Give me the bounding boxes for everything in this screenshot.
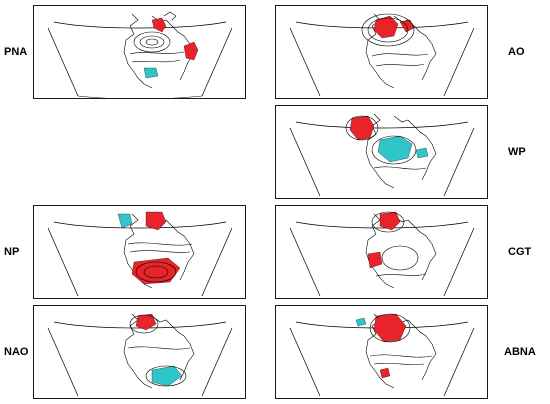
- nao-map: [47, 313, 233, 397]
- map-outline: [47, 221, 233, 297]
- map-outline: [289, 221, 475, 297]
- map-panel-cgt: [275, 205, 488, 299]
- positive-anomaly: [367, 211, 401, 269]
- negative-anomaly: [377, 135, 429, 163]
- map-outline: [289, 121, 475, 197]
- contours: [369, 313, 433, 365]
- contours: [127, 242, 193, 283]
- panel-label-wp: WP: [508, 146, 526, 158]
- panel-label-abna: ABNA: [504, 346, 536, 358]
- negative-anomaly: [355, 317, 367, 327]
- coastline: [365, 113, 437, 189]
- map-panel-pna: [33, 5, 246, 99]
- panel-label-np: NP: [4, 246, 20, 258]
- map-panel-wp: [275, 105, 488, 199]
- coastline: [123, 11, 195, 89]
- contours: [127, 314, 191, 387]
- map-panel-ao: [275, 5, 488, 99]
- np-map: [47, 211, 233, 297]
- positive-anomaly: [373, 313, 407, 379]
- positive-anomaly: [131, 211, 181, 285]
- positive-anomaly: [373, 15, 415, 39]
- panel-label-nao: NAO: [4, 346, 29, 358]
- negative-anomaly: [117, 213, 133, 229]
- positive-anomaly: [349, 115, 375, 141]
- ao-map: [289, 13, 475, 97]
- panel-label-ao: AO: [508, 46, 525, 58]
- negative-anomaly: [143, 67, 159, 79]
- wp-map: [289, 113, 475, 197]
- negative-anomaly: [151, 365, 183, 387]
- abna-map: [289, 313, 475, 397]
- positive-anomaly: [151, 17, 199, 61]
- coastline: [365, 213, 437, 289]
- panel-label-cgt: CGT: [508, 246, 532, 258]
- panel-label-pna: PNA: [4, 46, 28, 58]
- cgt-map: [289, 211, 475, 297]
- map-panel-nao: [33, 305, 246, 399]
- positive-anomaly: [135, 313, 157, 331]
- map-outline: [47, 21, 233, 98]
- contours: [129, 31, 185, 63]
- coastline: [123, 313, 195, 389]
- pna-map: [47, 11, 233, 98]
- map-panel-abna: [275, 305, 488, 399]
- contours: [345, 115, 427, 170]
- contours: [371, 211, 427, 277]
- map-outline: [47, 321, 233, 397]
- contours: [361, 13, 429, 67]
- map-panel-np: [33, 205, 246, 299]
- coastline: [365, 313, 437, 389]
